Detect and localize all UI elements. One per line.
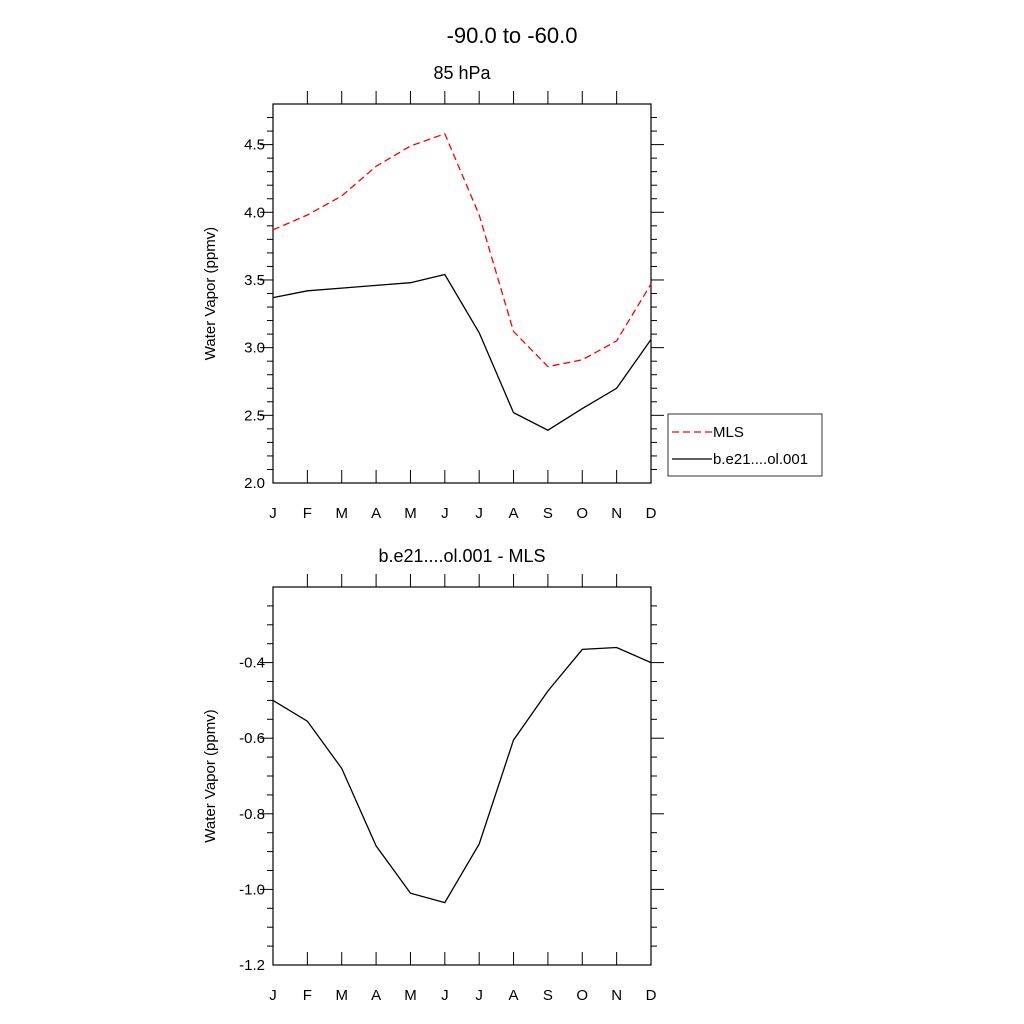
x-tick-label: J — [269, 505, 277, 522]
y-axis-label: Water Vapor (ppmv) — [202, 709, 219, 842]
y-tick-label: 3.5 — [244, 272, 265, 289]
x-tick-label: M — [335, 987, 348, 1004]
x-tick-label: O — [576, 987, 588, 1004]
x-tick-label: S — [543, 505, 553, 522]
x-tick-label: O — [576, 505, 588, 522]
y-tick-label: -0.4 — [239, 655, 265, 672]
plot-frame — [272, 103, 652, 484]
y-tick-label: 4.0 — [244, 204, 265, 221]
y-tick-label: 4.5 — [244, 137, 265, 154]
panel-title: b.e21....ol.001 - MLS — [378, 546, 545, 566]
x-tick-label: D — [646, 505, 657, 522]
figure-title: -90.0 to -60.0 — [447, 23, 578, 48]
x-tick-label: S — [543, 987, 553, 1004]
x-tick-label: M — [335, 505, 348, 522]
x-tick-label: J — [475, 987, 483, 1004]
y-tick-label: -1.0 — [239, 881, 265, 898]
y-tick-label: -0.8 — [239, 806, 265, 823]
y-tick-label: 2.5 — [244, 407, 265, 424]
plot-frame — [272, 586, 652, 966]
legend-label: b.e21....ol.001 — [713, 451, 808, 468]
chart-panel-bottom: b.e21....ol.001 - MLS J F M A M J J A S O N D -1.2 -1.… — [202, 546, 664, 1004]
y-tick-label: -0.6 — [239, 730, 265, 747]
x-tick-label: A — [371, 987, 381, 1004]
series-line-mls — [272, 132, 652, 368]
x-tick-label: J — [441, 505, 449, 522]
panel-title: 85 hPa — [433, 63, 491, 83]
x-tick-label: N — [611, 505, 622, 522]
legend-box — [667, 413, 823, 477]
x-tick-label: A — [509, 987, 519, 1004]
x-tick-label: N — [611, 987, 622, 1004]
y-axis-label: Water Vapor (ppmv) — [202, 227, 219, 360]
legend: MLS b.e21....ol.001 — [667, 413, 823, 477]
x-tick-label: M — [404, 987, 417, 1004]
legend-label: MLS — [713, 424, 744, 441]
series-line-0 — [272, 646, 652, 904]
chart-panel-top: 85 hPa J F M A M J J A S O N D 2.0 2.5 3.0 3.5 4.0 4.5 Wate… — [202, 63, 823, 522]
x-tick-label: A — [509, 505, 519, 522]
x-tick-label: M — [404, 505, 417, 522]
y-tick-label: 2.0 — [244, 475, 265, 492]
x-tick-label: J — [269, 987, 277, 1004]
x-tick-label: A — [371, 505, 381, 522]
y-tick-label: 3.0 — [244, 340, 265, 357]
x-tick-label: J — [475, 505, 483, 522]
series-line-b-e21-ol-001 — [272, 273, 652, 431]
x-tick-label: F — [303, 987, 312, 1004]
x-tick-label: J — [441, 987, 449, 1004]
x-tick-label: F — [303, 505, 312, 522]
y-tick-label: -1.2 — [239, 957, 265, 974]
x-tick-label: D — [646, 987, 657, 1004]
